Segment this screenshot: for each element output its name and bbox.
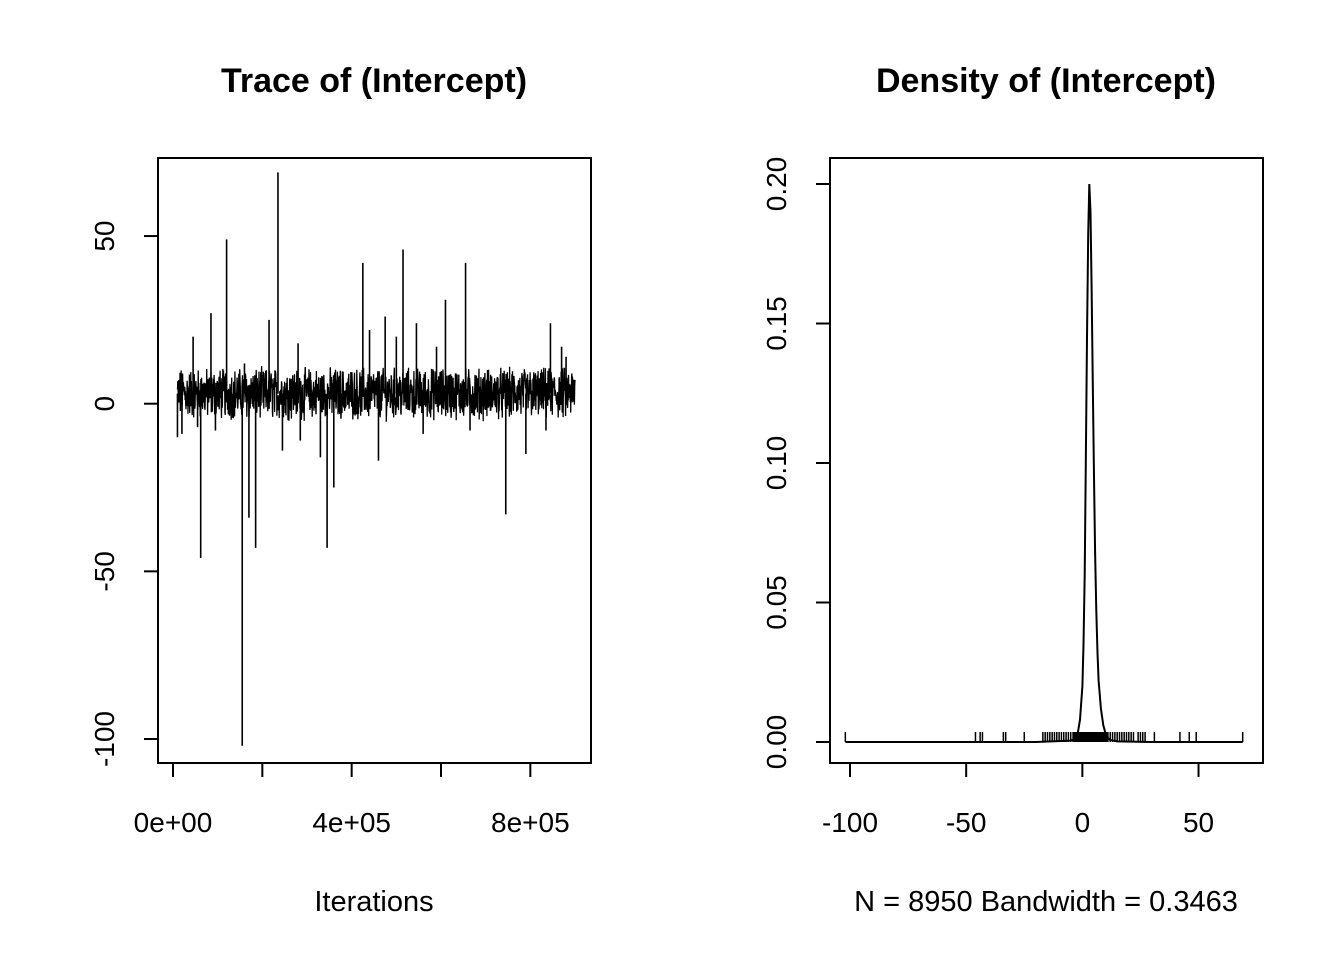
trace-plot: Trace of (Intercept) 0e+00 4e+05 8e+05 -10… xyxy=(89,62,592,918)
trace-x-axis-label: Iterations xyxy=(314,886,433,918)
density-x-tick-label: -100 xyxy=(822,807,878,838)
trace-y-tick-label: -100 xyxy=(89,711,120,767)
trace-y-tick-label: -50 xyxy=(89,551,120,591)
density-y-tick-label: 0.00 xyxy=(761,715,792,770)
density-y-tick-label: 0.15 xyxy=(761,296,792,351)
trace-x-tick-label: 8e+05 xyxy=(491,807,570,838)
density-title: Density of (Intercept) xyxy=(876,62,1216,100)
density-x-tick-label: 50 xyxy=(1183,807,1214,838)
trace-y-axis: -100 -50 0 50 xyxy=(89,220,159,767)
trace-y-tick-label: 50 xyxy=(89,220,120,251)
density-x-tick-label: -50 xyxy=(946,807,986,838)
density-curve xyxy=(845,183,1243,743)
density-y-tick-label: 0.05 xyxy=(761,575,792,630)
density-y-axis: 0.00 0.05 0.10 0.15 0.20 xyxy=(761,157,831,770)
trace-y-tick-label: 0 xyxy=(89,396,120,412)
trace-x-tick-label: 4e+05 xyxy=(312,807,391,838)
trace-title: Trace of (Intercept) xyxy=(221,62,527,100)
density-x-tick-label: 0 xyxy=(1075,807,1091,838)
density-plot: Density of (Intercept) -100 -50 0 50 0.000.… xyxy=(761,62,1264,918)
density-series xyxy=(844,183,1244,743)
trace-series xyxy=(176,172,576,746)
trace-x-axis: 0e+00 4e+05 8e+05 xyxy=(134,762,570,838)
trace-line xyxy=(176,366,576,422)
trace-plot-frame xyxy=(157,157,592,764)
density-plot-frame xyxy=(829,157,1264,764)
trace-x-tick-label: 0e+00 xyxy=(134,807,213,838)
density-y-tick-label: 0.10 xyxy=(761,436,792,491)
density-y-tick-label: 0.20 xyxy=(761,157,792,212)
density-x-axis: -100 -50 0 50 xyxy=(822,762,1214,838)
density-x-axis-label: N = 8950 Bandwidth = 0.3463 xyxy=(854,886,1238,918)
